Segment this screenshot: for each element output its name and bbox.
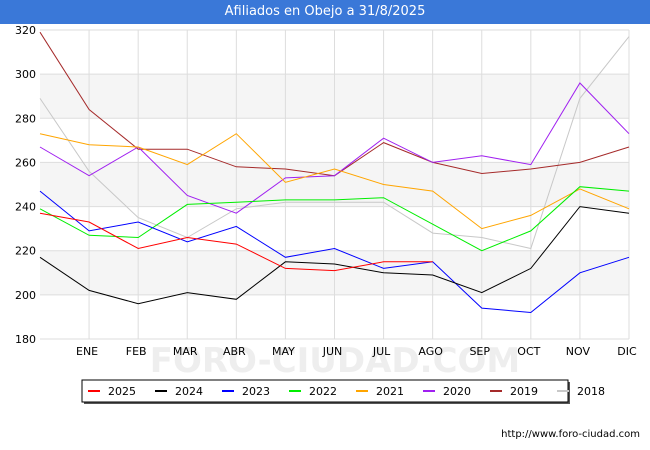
- series-lines: [39, 31, 630, 314]
- x-tick-label: NOV: [566, 345, 591, 358]
- series-line-2018: [39, 36, 630, 250]
- x-tick-label: MAY: [272, 345, 295, 358]
- legend-label-2023: 2023: [242, 385, 270, 398]
- grid-lines: [40, 29, 630, 340]
- legend-label-2020: 2020: [443, 385, 471, 398]
- legend: 2025 2024 2023 2022 2021 2020 2019 2018: [81, 379, 605, 404]
- series-line-2021: [39, 133, 630, 230]
- legend-label-2025: 2025: [108, 385, 136, 398]
- chart-title: Afiliados en Obejo a 31/8/2025: [224, 4, 426, 19]
- chart-title-bar: Afiliados en Obejo a 31/8/2025: [0, 0, 650, 24]
- series-line-2025: [39, 212, 433, 272]
- y-axis: 180 200 220 240 260 280 300 320: [15, 24, 36, 346]
- x-tick-label: DIC: [617, 345, 637, 358]
- y-tick-label: 200: [15, 289, 36, 302]
- x-tick-label: JUN: [322, 345, 343, 358]
- x-tick-label: ABR: [223, 345, 246, 358]
- x-tick-label: ENE: [76, 345, 98, 358]
- legend-label-2021: 2021: [376, 385, 404, 398]
- series-line-2024: [39, 206, 630, 305]
- y-tick-label: 220: [15, 245, 36, 258]
- series-line-2023: [39, 190, 630, 314]
- y-tick-label: 320: [15, 24, 36, 37]
- x-tick-label: MAR: [173, 345, 198, 358]
- y-tick-label: 260: [15, 156, 36, 169]
- watermark-text: FORO-CIUDAD.COM: [150, 341, 521, 381]
- x-axis: ENE FEB MAR ABR MAY JUN JUL AGO SEP OCT NOV DIC: [76, 345, 637, 358]
- y-tick-label: 240: [15, 201, 36, 214]
- y-tick-label: 280: [15, 112, 36, 125]
- legend-label-2019: 2019: [510, 385, 538, 398]
- series-line-2022: [39, 186, 630, 252]
- x-tick-label: OCT: [517, 345, 540, 358]
- x-tick-label: SEP: [469, 345, 490, 358]
- source-url[interactable]: http://www.foro-ciudad.com: [501, 429, 640, 440]
- x-tick-label: FEB: [126, 345, 147, 358]
- legend-label-2018: 2018: [577, 385, 605, 398]
- legend-label-2022: 2022: [309, 385, 337, 398]
- y-tick-label: 300: [15, 68, 36, 81]
- x-tick-label: AGO: [418, 345, 443, 358]
- y-tick-label: 180: [15, 333, 36, 346]
- x-tick-label: JUL: [372, 345, 391, 358]
- legend-label-2024: 2024: [175, 385, 203, 398]
